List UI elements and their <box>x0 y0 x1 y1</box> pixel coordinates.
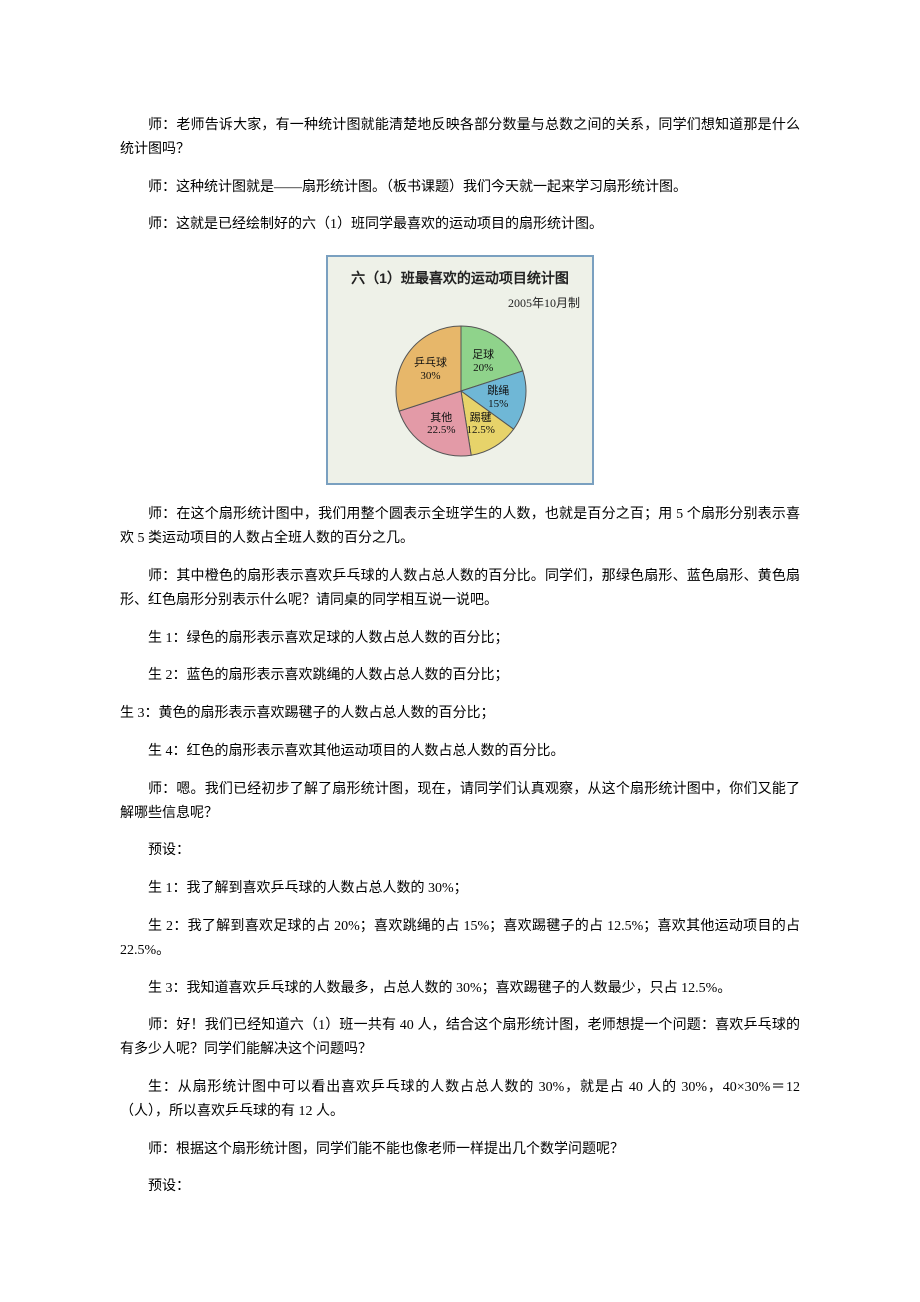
pie-slice-label: 乒乓球30% <box>409 357 453 382</box>
pie-slice-label: 踢毽12.5% <box>459 412 503 437</box>
paragraph: 师：老师告诉大家，有一种统计图就能清楚地反映各部分数量与总数之间的关系，同学们想… <box>120 114 800 162</box>
paragraph: 生 1：我了解到喜欢乒乓球的人数占总人数的 30%； <box>120 877 800 901</box>
paragraph: 生 2：我了解到喜欢足球的占 20%；喜欢跳绳的占 15%；喜欢踢毽子的占 12… <box>120 915 800 963</box>
paragraph: 师：其中橙色的扇形表示喜欢乒乓球的人数占总人数的百分比。同学们，那绿色扇形、蓝色… <box>120 565 800 613</box>
paragraph: 预设： <box>120 839 800 863</box>
pie-slice-label: 其他22.5% <box>419 412 463 437</box>
paragraph: 师：好！我们已经知道六（1）班一共有 40 人，结合这个扇形统计图，老师想提一个… <box>120 1014 800 1062</box>
pie-chart: 足球20% 跳绳15%踢毽12.5%其他22.5% 乒乓球30% <box>334 313 586 473</box>
paragraph: 师：在这个扇形统计图中，我们用整个圆表示全班学生的人数，也就是百分之百；用 5 … <box>120 503 800 551</box>
paragraph: 预设： <box>120 1175 800 1199</box>
pie-slice-label: 跳绳15% <box>476 385 520 410</box>
pie-chart-box: 六（1）班最喜欢的运动项目统计图 2005年10月制 足球20% 跳绳15%踢毽1… <box>326 255 594 485</box>
paragraph: 生 1：绿色的扇形表示喜欢足球的人数占总人数的百分比； <box>120 627 800 651</box>
pie-slice-label: 足球20% <box>461 349 505 374</box>
paragraph: 生 2：蓝色的扇形表示喜欢跳绳的人数占总人数的百分比； <box>120 664 800 688</box>
paragraph: 生 4：红色的扇形表示喜欢其他运动项目的人数占总人数的百分比。 <box>120 740 800 764</box>
paragraph: 生 3：黄色的扇形表示喜欢踢毽子的人数占总人数的百分比； <box>120 702 800 726</box>
paragraph: 生 3：我知道喜欢乒乓球的人数最多，占总人数的 30%；喜欢踢毽子的人数最少，只… <box>120 977 800 1001</box>
pie-chart-container: 六（1）班最喜欢的运动项目统计图 2005年10月制 足球20% 跳绳15%踢毽1… <box>120 255 800 485</box>
paragraph: 师：这种统计图就是——扇形统计图。（板书课题）我们今天就一起来学习扇形统计图。 <box>120 176 800 200</box>
chart-subtitle: 2005年10月制 <box>334 293 586 313</box>
chart-title: 六（1）班最喜欢的运动项目统计图 <box>334 263 586 293</box>
paragraph: 师：这就是已经绘制好的六（1）班同学最喜欢的运动项目的扇形统计图。 <box>120 213 800 237</box>
document-page: 师：老师告诉大家，有一种统计图就能清楚地反映各部分数量与总数之间的关系，同学们想… <box>0 0 920 1273</box>
paragraph: 生：从扇形统计图中可以看出喜欢乒乓球的人数占总人数的 30%，就是占 40 人的… <box>120 1076 800 1124</box>
paragraph: 师：嗯。我们已经初步了解了扇形统计图，现在，请同学们认真观察，从这个扇形统计图中… <box>120 778 800 826</box>
paragraph: 师：根据这个扇形统计图，同学们能不能也像老师一样提出几个数学问题呢？ <box>120 1138 800 1162</box>
